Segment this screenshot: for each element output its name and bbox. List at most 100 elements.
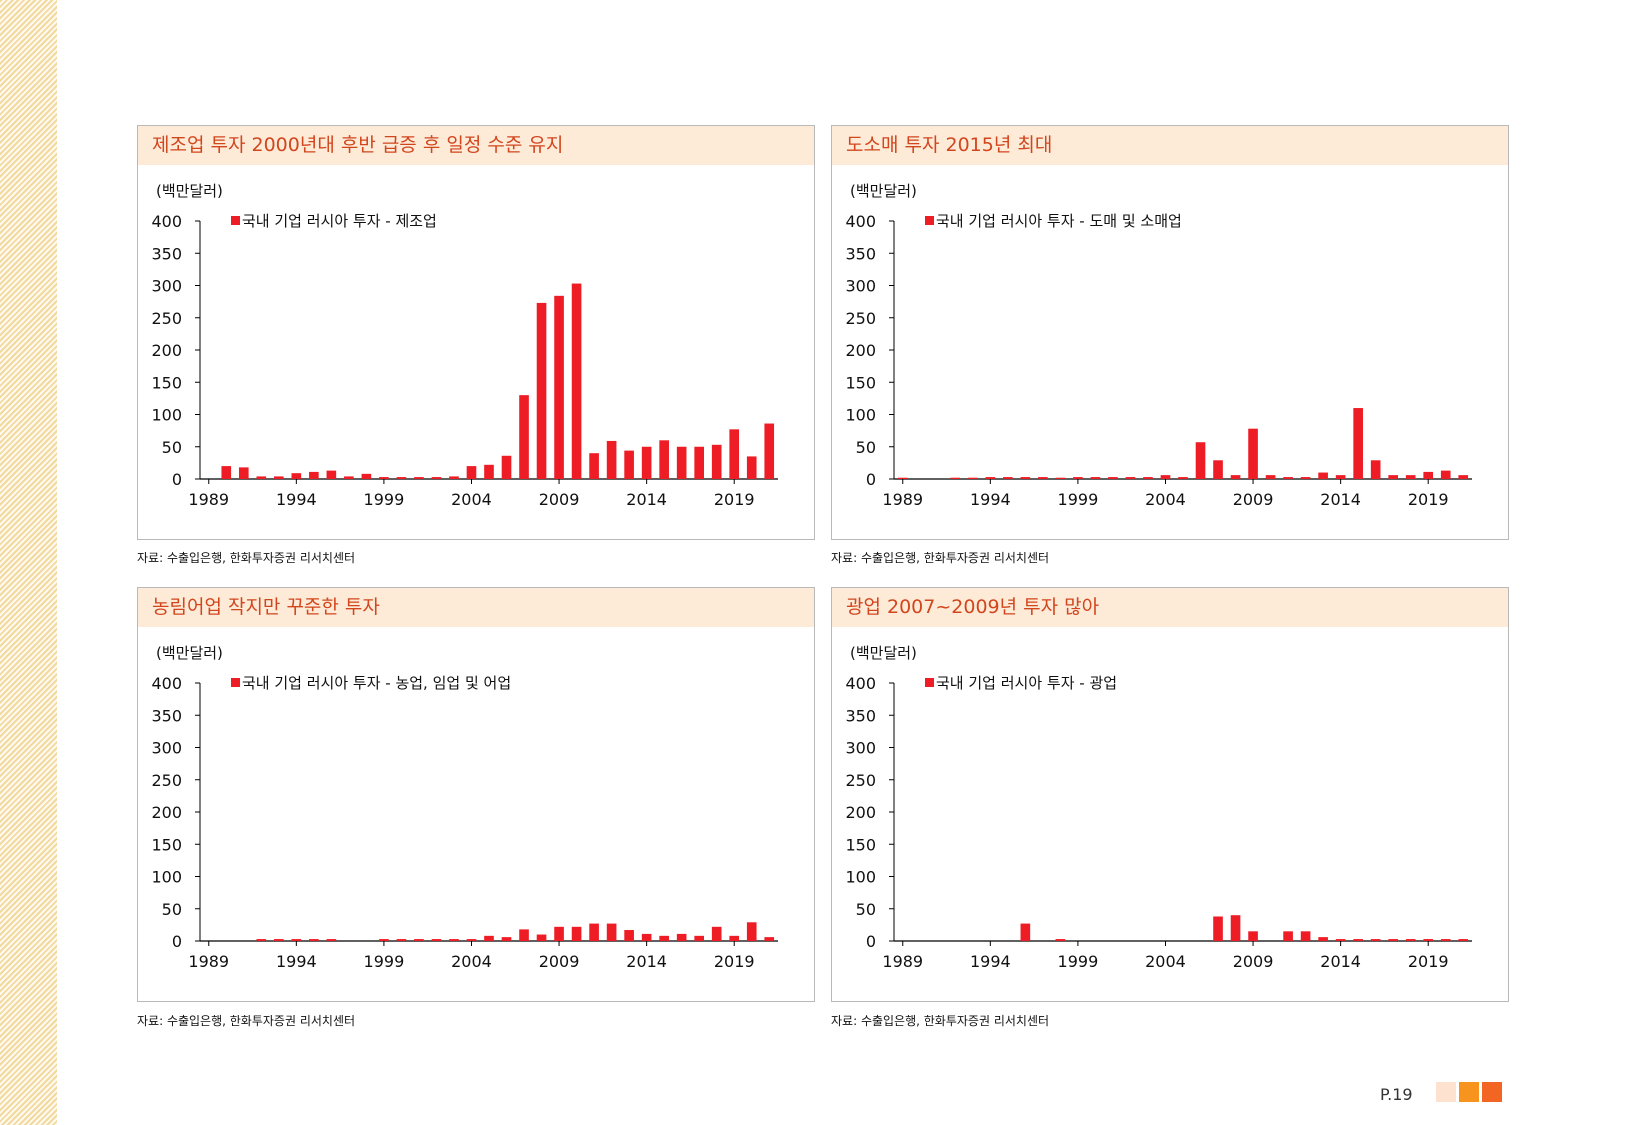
source-note: 자료: 수출입은행, 한화투자증권 리서치센터 [137, 551, 356, 565]
bar-1995 [1003, 477, 1013, 479]
bar-2002 [431, 477, 442, 479]
bar-2011 [589, 923, 599, 941]
bar-2009 [1248, 931, 1258, 941]
x-tick-label: 2014 [1320, 490, 1361, 509]
bar-2006 [501, 937, 512, 941]
x-tick-label: 2004 [451, 952, 492, 971]
bar-2020 [1440, 470, 1451, 479]
bar-1992 [256, 476, 267, 479]
y-tick-label: 250 [845, 771, 876, 790]
y-tick-label: 0 [866, 470, 876, 489]
bar-2008 [1230, 475, 1241, 479]
y-tick-label: 150 [151, 373, 182, 392]
bar-2003 [1143, 477, 1153, 479]
bar-2008 [1230, 915, 1241, 941]
y-tick-label: 350 [845, 706, 876, 725]
bar-2013 [1318, 472, 1328, 479]
bar-2005 [484, 464, 494, 479]
y-tick-label: 400 [845, 212, 876, 231]
bar-2011 [1283, 931, 1293, 941]
bar-2013 [1318, 937, 1328, 941]
source-note: 자료: 수출입은행, 한화투자증권 리서치센터 [831, 1014, 1050, 1028]
chart-panel-manufacturing: 제조업 투자 2000년대 후반 급증 후 일정 수준 유지 (백만달러) 0 50… [137, 125, 815, 540]
bar-2012 [1300, 477, 1311, 479]
bar-1999 [1073, 477, 1083, 479]
bar-1998 [1055, 477, 1066, 479]
footer-square-light [1436, 1082, 1456, 1102]
chart-panel-agriculture: 농림어업 작지만 꾸준한 투자 (백만달러) 0 50 100 150 200 250 300… [137, 587, 815, 1002]
bar-2004 [1160, 475, 1171, 479]
bar-1997 [1038, 477, 1048, 479]
y-tick-label: 150 [151, 835, 182, 854]
panel-title: 농림어업 작지만 꾸준한 투자 [138, 588, 814, 627]
bar-2007 [519, 395, 529, 479]
bar-2010 [571, 283, 582, 479]
bar-1998 [1055, 939, 1066, 941]
bar-2014 [641, 446, 652, 479]
y-tick-label: 350 [845, 244, 876, 263]
bar-2020 [746, 922, 757, 941]
y-tick-label: 150 [845, 835, 876, 854]
bar-2000 [1090, 477, 1101, 479]
bar-2017 [1388, 475, 1398, 479]
bar-1993 [968, 477, 978, 479]
x-tick-label: 1994 [276, 490, 317, 509]
bar-2009 [554, 295, 564, 479]
legend-label: 국내 기업 러시아 투자 - 도매 및 소매업 [936, 212, 1182, 230]
chart-panel-mining: 광업 2007~2009년 투자 많아 (백만달러) 0 50 100 150 200 25… [831, 587, 1509, 1002]
x-tick-label: 1999 [364, 490, 405, 509]
chart-retail: (백만달러) 0 50 100 150 200 250 300 350 400 1989 1994 19… [845, 182, 1472, 509]
bar-1996 [1020, 923, 1031, 941]
bar-2018 [711, 444, 722, 479]
y-axis-unit-label: (백만달러) [156, 182, 223, 200]
bar-2010 [1265, 475, 1276, 479]
bar-1990 [221, 466, 232, 479]
bar-2019 [1423, 471, 1434, 479]
bar-2011 [589, 453, 599, 479]
x-tick-label: 1989 [188, 490, 229, 509]
y-tick-label: 250 [151, 771, 182, 790]
footer-square-dark-orange [1482, 1082, 1502, 1102]
bar-2019 [729, 935, 740, 941]
bar-2006 [501, 455, 512, 479]
y-tick-label: 200 [151, 803, 182, 822]
bar-2007 [1213, 460, 1223, 479]
bar-1999 [379, 477, 389, 479]
bar-2016 [676, 933, 687, 941]
bar-1998 [361, 473, 372, 479]
bar-2010 [571, 926, 582, 941]
legend-swatch [231, 216, 240, 225]
bar-2015 [659, 440, 669, 479]
footer-square-orange [1459, 1082, 1479, 1102]
bar-1994 [291, 473, 302, 479]
panel-title: 제조업 투자 2000년대 후반 급증 후 일정 수준 유지 [138, 126, 814, 165]
bar-2019 [729, 429, 740, 479]
x-tick-label: 2004 [451, 490, 492, 509]
y-tick-label: 350 [151, 706, 182, 725]
y-axis-unit-label: (백만달러) [850, 182, 917, 200]
bar-2017 [694, 935, 704, 941]
bar-2006 [1195, 442, 1206, 479]
chart-agriculture: (백만달러) 0 50 100 150 200 250 300 350 400 1989 1994 19… [151, 644, 778, 971]
y-tick-label: 100 [151, 406, 182, 425]
y-axis-unit-label: (백만달러) [850, 644, 917, 662]
x-tick-label: 1989 [188, 952, 229, 971]
bar-2005 [484, 935, 494, 941]
bar-2013 [624, 450, 634, 479]
bar-2004 [466, 466, 477, 479]
y-tick-label: 50 [162, 438, 182, 457]
bar-2009 [554, 926, 564, 941]
source-note: 자료: 수출입은행, 한화투자증권 리서치센터 [137, 1014, 356, 1028]
x-tick-label: 1989 [882, 952, 923, 971]
bar-1995 [309, 471, 319, 479]
chart-mining: (백만달러) 0 50 100 150 200 250 300 350 400 1989 1994 19… [845, 644, 1472, 971]
legend-swatch [925, 678, 934, 687]
x-tick-label: 2019 [714, 490, 755, 509]
y-tick-label: 200 [151, 341, 182, 360]
bar-2002 [431, 939, 442, 941]
y-tick-label: 300 [151, 277, 182, 296]
y-tick-label: 250 [151, 309, 182, 328]
x-tick-label: 2004 [1145, 490, 1186, 509]
legend-swatch [231, 678, 240, 687]
bar-2016 [676, 446, 687, 479]
